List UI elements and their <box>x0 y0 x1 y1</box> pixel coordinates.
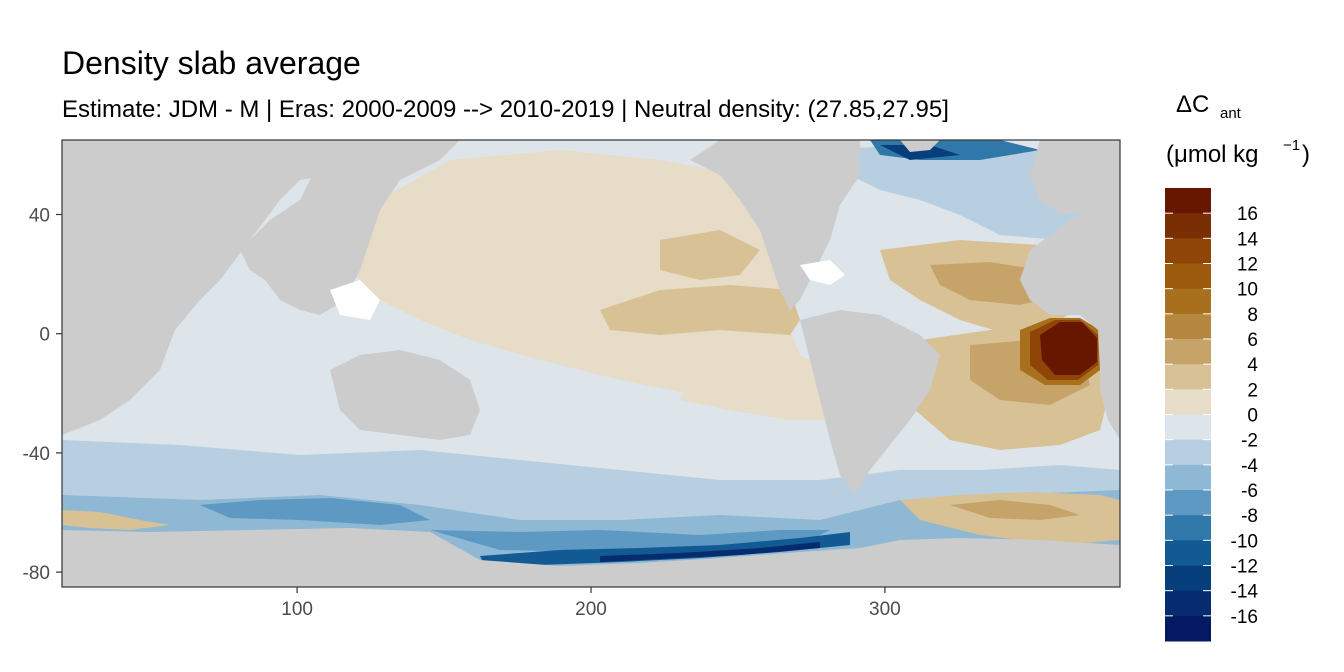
legend-label: 4 <box>1247 355 1258 376</box>
legend-label: -14 <box>1231 582 1259 603</box>
land-antarctica <box>62 528 1120 587</box>
legend-label: -10 <box>1231 531 1258 552</box>
legend-units-suffix: ) <box>1302 141 1310 168</box>
missing-data-indonesia <box>330 280 380 320</box>
land-asia <box>240 140 460 315</box>
legend-colorbar <box>1165 188 1211 642</box>
legend-label: 6 <box>1247 330 1258 351</box>
legend-swatch <box>1165 565 1211 592</box>
legend-label: 2 <box>1247 380 1258 401</box>
plot-panel <box>61 139 1121 588</box>
land-north-america <box>690 140 860 310</box>
legend-swatch <box>1165 313 1211 340</box>
missing-data-caribbean <box>800 260 845 285</box>
legend-swatch <box>1165 339 1211 365</box>
legend-units-exp: −1 <box>1283 137 1300 154</box>
legend-swatch <box>1165 389 1211 415</box>
legend-swatch <box>1165 490 1211 516</box>
legend-title-sub: ant <box>1220 105 1242 122</box>
legend: ΔC ant (μmol kg −1 ) 16 14 12 10 8 6 4 2 0 -2 -4 -6… <box>1165 91 1310 642</box>
legend-label: -2 <box>1241 431 1258 452</box>
legend-label: 0 <box>1247 406 1258 427</box>
x-tick-label: 100 <box>281 599 313 620</box>
land-australia <box>330 350 480 440</box>
land-greenland <box>900 140 940 152</box>
region-equatorial-pacific-band <box>600 285 800 335</box>
legend-label: -6 <box>1241 481 1258 502</box>
legend-label: -4 <box>1241 456 1258 477</box>
legend-label: 14 <box>1237 229 1259 250</box>
region-nordic-seas-core <box>880 145 960 160</box>
y-tick-label: 40 <box>29 206 50 227</box>
legend-swatch <box>1165 288 1211 315</box>
legend-swatch <box>1165 263 1211 290</box>
legend-label: 10 <box>1237 280 1258 301</box>
chart-title: Density slab average <box>62 45 361 81</box>
legend-swatch <box>1165 364 1211 390</box>
legend-swatch <box>1165 439 1211 466</box>
region-west-indian-antarctic <box>62 510 170 530</box>
legend-label: -12 <box>1231 557 1258 578</box>
x-tick-label: 200 <box>575 599 607 620</box>
legend-swatch <box>1165 188 1211 214</box>
land-europe <box>1030 140 1120 215</box>
legend-units-prefix: (μmol kg <box>1166 141 1259 168</box>
legend-swatch <box>1165 515 1211 541</box>
region-ross-sea-core <box>600 542 820 562</box>
legend-swatch <box>1165 590 1211 617</box>
chart-subtitle: Estimate: JDM - M | Eras: 2000-2009 --> … <box>62 96 949 123</box>
y-tick-label: 0 <box>39 325 50 346</box>
legend-swatch <box>1165 213 1211 239</box>
land-africa-west <box>62 140 330 435</box>
region-southern-ocean-patches <box>200 498 430 525</box>
region-north-pacific <box>340 150 845 415</box>
legend-labels: 16 14 12 10 8 6 4 2 0 -2 -4 -6 -8 -10 -12 -14 -16 <box>1231 204 1259 628</box>
land-south-america <box>800 310 940 495</box>
region-gulf-of-guinea-core <box>1040 322 1097 375</box>
legend-swatch <box>1165 615 1211 642</box>
y-tick-label: -80 <box>23 563 50 584</box>
y-axis: 40 0 -40 -80 <box>23 206 62 584</box>
legend-label: 12 <box>1237 255 1258 276</box>
land-africa-east <box>1020 200 1120 440</box>
legend-swatch <box>1165 414 1211 441</box>
legend-swatch <box>1165 464 1211 491</box>
region-south-pacific <box>680 360 850 420</box>
legend-label: -8 <box>1241 506 1258 527</box>
legend-label: 16 <box>1237 204 1258 225</box>
region-eastern-pacific <box>660 230 760 280</box>
y-tick-label: -40 <box>23 444 50 465</box>
legend-swatch <box>1165 540 1211 566</box>
x-axis: 100 200 300 <box>281 587 901 620</box>
legend-swatch <box>1165 238 1211 264</box>
x-tick-label: 300 <box>869 599 901 620</box>
legend-label: 8 <box>1247 305 1258 326</box>
ocean-map <box>62 140 1120 587</box>
region-weddell-sea-core <box>950 500 1080 520</box>
legend-title-main: ΔC <box>1176 91 1209 118</box>
region-ross-sea <box>480 532 850 566</box>
legend-label: -16 <box>1231 607 1258 628</box>
